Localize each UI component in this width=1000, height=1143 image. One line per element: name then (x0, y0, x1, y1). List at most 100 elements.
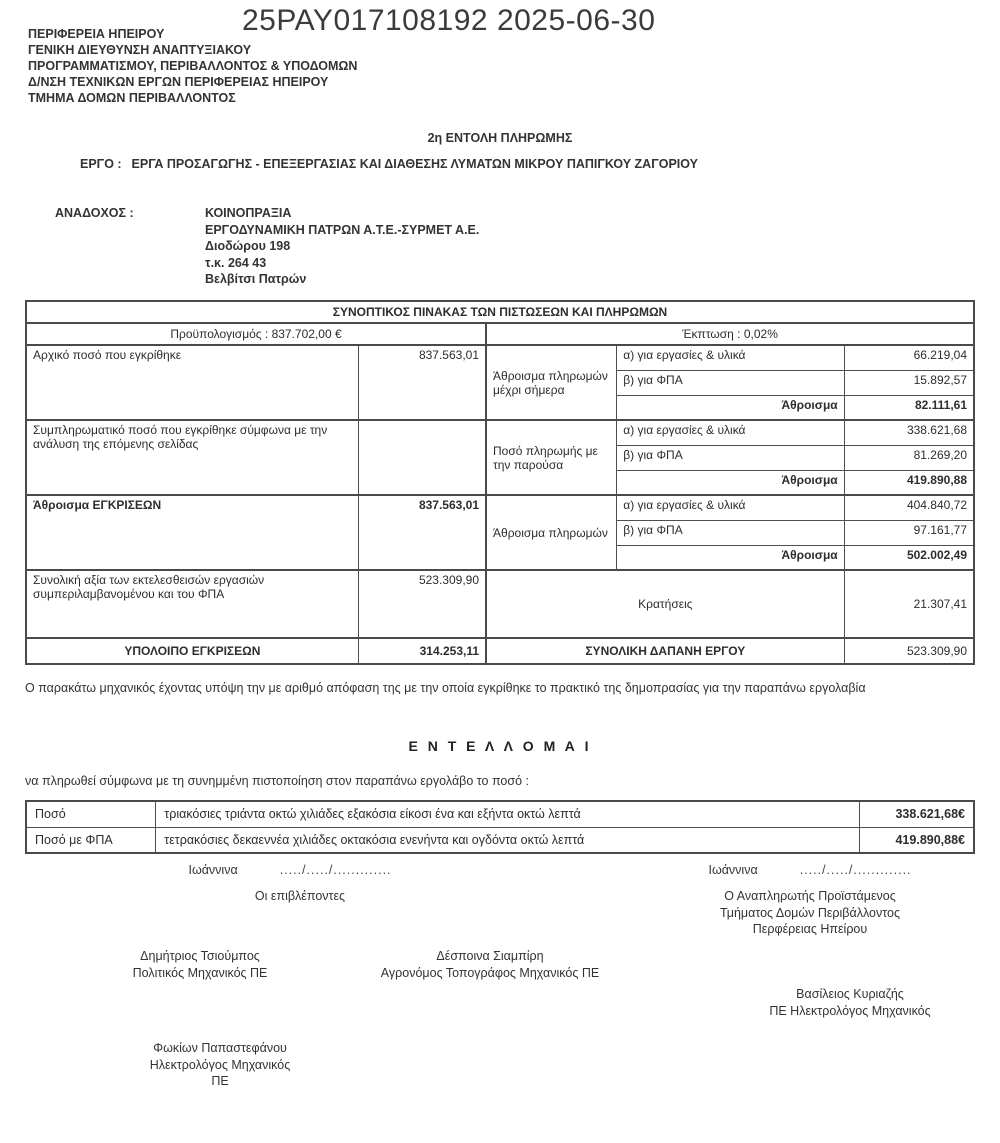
contractor-line: ΕΡΓΟΔΥΝΑΜΙΚΗ ΠΑΤΡΩΝ Α.Τ.Ε.-ΣΥΡΜΕΤ Α.Ε. (205, 222, 480, 237)
amount-in-words: τετρακόσιες δεκαεννέα χιλιάδες οκτακόσια… (155, 826, 860, 854)
budget-cell: Προϋπολογισμός : 837.702,00 € (25, 322, 487, 346)
sum-value: 502.002,49 (843, 544, 975, 571)
signatures-section: Ιωάννινα ...../...../............. Οι επι… (0, 856, 1000, 1143)
table-row: Άθροισμα ΕΓΚΡΙΣΕΩΝ 837.563,01 Άθροισμα π… (25, 494, 975, 571)
project-label: ΕΡΓΟ : (80, 157, 122, 171)
left-signers-role: Οι επιβλέποντες (254, 889, 346, 903)
remaining-approvals-value: 314.253,11 (357, 637, 487, 665)
amount-value: 419.890,88€ (858, 826, 975, 854)
summary-footer-row: ΥΠΟΛΟΙΠΟ ΕΓΚΡΙΣΕΩΝ 314.253,11 ΣΥΝΟΛΙΚΗ Δ… (25, 637, 975, 665)
right-role-line: Περφέρειας Ηπείρου (752, 922, 868, 936)
signer-title: ΠΕ Ηλεκτρολόγος Μηχανικός (769, 1003, 931, 1018)
left-row-label: Συνολική αξία των εκτελεσθεισών εργασιών… (25, 569, 359, 639)
left-date-dots: ...../...../............. (279, 863, 392, 877)
signer-block: Δημήτριος Τσιούμπος Πολιτικός Μηχανικός … (60, 948, 340, 981)
right-place: Ιωάννινα (708, 863, 758, 877)
table-row: Άθροισμα 419.890,88 (26, 469, 975, 496)
budget-row: Προϋπολογισμός : 837.702,00 € Έκπτωση : … (25, 322, 975, 346)
works-label: α) για εργασίες & υλικά (616, 494, 845, 521)
right-group-title: Ποσό πληρωμής με την παρούσα (485, 419, 618, 496)
ada-number-and-date: 25PAY017108192 2025-06-30 (242, 4, 656, 37)
signer-title: Πολιτικός Μηχανικός ΠΕ (132, 965, 268, 980)
agency-line: ΠΕΡΙΦΕΡΕΙΑ ΗΠΕΙΡΟΥ (28, 27, 165, 41)
payment-instruction: να πληρωθεί σύμφωνα με τη συνημμένη πιστ… (25, 774, 529, 788)
left-row-value: 837.563,01 (357, 494, 487, 571)
agency-line: ΓΕΝΙΚΗ ΔΙΕΥΘΥΝΣΗ ΑΝΑΠΤΥΞΙΑΚΟΥ (28, 43, 252, 57)
project-line: ΕΡΓΟ : ΕΡΓΑ ΠΡΟΣΑΓΩΓΗΣ - ΕΠΕΞΕΡΓΑΣΙΑΣ ΚΑΙ… (80, 157, 960, 171)
works-label: α) για εργασίες & υλικά (616, 344, 845, 371)
command-title: Ε Ν Τ Ε Λ Λ Ο Μ Α Ι (408, 738, 592, 754)
agency-line: ΤΜΗΜΑ ΔΟΜΩΝ ΠΕΡΙΒΑΛΛΟΝΤΟΣ (28, 91, 236, 105)
signer-name: Δημήτριος Τσιούμπος (140, 949, 260, 963)
signer-block: Δέσποινα Σιαμπίρη Αγρονόμος Τοπογράφος Μ… (300, 948, 680, 981)
engineer-paragraph: Ο παρακάτω μηχανικός έχοντας υπόψη την μ… (25, 681, 866, 695)
deductions-label: Κρατήσεις (485, 569, 845, 639)
contractor-line: ΚΟΙΝΟΠΡΑΞΙΑ (205, 206, 292, 220)
agency-header: ΠΕΡΙΦΕΡΕΙΑ ΗΠΕΙΡΟΥ ΓΕΝΙΚΗ ΔΙΕΥΘΥΝΣΗ ΑΝΑΠ… (28, 26, 357, 106)
summary-table-title: ΣΥΝΟΠΤΙΚΟΣ ΠΙΝΑΚΑΣ ΤΩΝ ΠΙΣΤΩΣΕΩΝ ΚΑΙ ΠΛΗ… (25, 300, 975, 324)
table-row: β) για ΦΠΑ 81.269,20 (26, 444, 975, 471)
table-row: Συνολική αξία των εκτελεσθεισών εργασιών… (25, 569, 975, 639)
signer-title-line2: ΠΕ (211, 1074, 229, 1088)
signer-block: Βασίλειος Κυριαζής ΠΕ Ηλεκτρολόγος Μηχαν… (700, 986, 1000, 1019)
summary-table: ΣΥΝΟΠΤΙΚΟΣ ΠΙΝΑΚΑΣ ΤΩΝ ΠΙΣΤΩΣΕΩΝ ΚΑΙ ΠΛΗ… (25, 300, 975, 665)
amounts-table: Ποσό τριακόσιες τριάντα οκτώ χιλιάδες εξ… (25, 800, 975, 854)
works-value: 404.840,72 (843, 494, 975, 521)
vat-label: β) για ΦΠΑ (616, 444, 845, 471)
left-row-label: Συμπληρωματικό ποσό που εγκρίθηκε σύμφων… (25, 419, 359, 496)
vat-label: β) για ΦΠΑ (616, 519, 845, 546)
right-role-line: Ο Αναπληρωτής Προϊστάμενος (724, 889, 896, 903)
amount-label: Ποσό με ΦΠΑ (25, 826, 157, 854)
agency-line: Δ/ΝΣΗ ΤΕΧΝΙΚΩΝ ΕΡΓΩΝ ΠΕΡΙΦΕΡΕΙΑΣ ΗΠΕΙΡΟΥ (28, 75, 329, 89)
table-row: β) για ΦΠΑ 15.892,57 (26, 369, 975, 396)
vat-label: β) για ΦΠΑ (616, 369, 845, 396)
contractor-block: ΑΝΑΔΟΧΟΣ : ΚΟΙΝΟΠΡΑΞΙΑ ΕΡΓΟΔΥΝΑΜΙΚΗ ΠΑΤΡ… (55, 205, 479, 288)
amount-label: Ποσό (25, 800, 157, 828)
project-name: ΕΡΓΑ ΠΡΟΣΑΓΩΓΗΣ - ΕΠΕΞΕΡΓΑΣΙΑΣ ΚΑΙ ΔΙΑΘΕ… (131, 157, 698, 171)
signer-title: Αγρονόμος Τοπογράφος Μηχανικός ΠΕ (380, 965, 600, 980)
vat-value: 81.269,20 (843, 444, 975, 471)
signer-name: Δέσποινα Σιαμπίρη (436, 949, 544, 963)
works-label: α) για εργασίες & υλικά (616, 419, 845, 446)
table-row: Συμπληρωματικό ποσό που εγκρίθηκε σύμφων… (25, 419, 975, 496)
signer-name: Φωκίων Παπαστεφάνου (153, 1041, 287, 1055)
left-place: Ιωάννινα (188, 863, 238, 877)
right-group-title: Άθροισμα πληρωμών (485, 494, 618, 571)
discount-cell: Έκπτωση : 0,02% (485, 322, 975, 346)
table-row: Άθροισμα 502.002,49 (26, 544, 975, 571)
left-row-value: 523.309,90 (357, 569, 487, 639)
table-row: Αρχικό ποσό που εγκρίθηκε 837.563,01 Άθρ… (25, 344, 975, 421)
right-date-dots: ...../...../............. (799, 863, 912, 877)
left-place-date: Ιωάννινα ...../...../............. (130, 862, 450, 879)
sum-value: 82.111,61 (843, 394, 975, 421)
works-value: 66.219,04 (843, 344, 975, 371)
amount-value: 338.621,68€ (858, 800, 975, 828)
signer-block: Φωκίων Παπαστεφάνου Ηλεκτρολόγος Μηχανικ… (80, 1040, 360, 1090)
contractor-label: ΑΝΑΔΟΧΟΣ : (55, 206, 134, 220)
vat-value: 15.892,57 (843, 369, 975, 396)
sum-value: 419.890,88 (843, 469, 975, 496)
order-title: 2η ΕΝΤΟΛΗ ΠΛΗΡΩΜΗΣ (427, 131, 573, 145)
remaining-approvals-label: ΥΠΟΛΟΙΠΟ ΕΓΚΡΙΣΕΩΝ (25, 637, 359, 665)
vat-value: 97.161,77 (843, 519, 975, 546)
table-row: Ποσό με ΦΠΑ τετρακόσιες δεκαεννέα χιλιάδ… (25, 826, 975, 854)
left-row-label: Άθροισμα ΕΓΚΡΙΣΕΩΝ (25, 494, 359, 571)
contractor-details: ΚΟΙΝΟΠΡΑΞΙΑ ΕΡΓΟΔΥΝΑΜΙΚΗ ΠΑΤΡΩΝ Α.Τ.Ε.-Σ… (205, 205, 479, 288)
sum-label: Άθροισμα (616, 469, 845, 496)
table-row: Ποσό τριακόσιες τριάντα οκτώ χιλιάδες εξ… (25, 800, 975, 828)
signer-name: Βασίλειος Κυριαζής (796, 987, 904, 1001)
right-group-title: Άθροισμα πληρωμών μέχρι σήμερα (485, 344, 618, 421)
total-project-cost-value: 523.309,90 (843, 637, 975, 665)
right-place-date: Ιωάννινα ...../...../............. (640, 862, 980, 879)
agency-line: ΠΡΟΓΡΑΜΜΑΤΙΣΜΟΥ, ΠΕΡΙΒΑΛΛΟΝΤΟΣ & ΥΠΟΔΟΜΩ… (28, 59, 358, 73)
right-signer-role: Ο Αναπληρωτής Προϊστάμενος Τμήματος Δομώ… (640, 888, 980, 938)
right-role-line: Τμήματος Δομών Περιβάλλοντος (720, 905, 900, 920)
left-row-value: 837.563,01 (357, 344, 487, 421)
left-row-value (357, 419, 487, 496)
contractor-line: τ.κ. 264 43 (205, 255, 267, 270)
left-row-label: Αρχικό ποσό που εγκρίθηκε (25, 344, 359, 421)
table-row: β) για ΦΠΑ 97.161,77 (26, 519, 975, 546)
contractor-line: Βελβίτσι Πατρών (205, 272, 307, 286)
amount-in-words: τριακόσιες τριάντα οκτώ χιλιάδες εξακόσι… (155, 800, 860, 828)
